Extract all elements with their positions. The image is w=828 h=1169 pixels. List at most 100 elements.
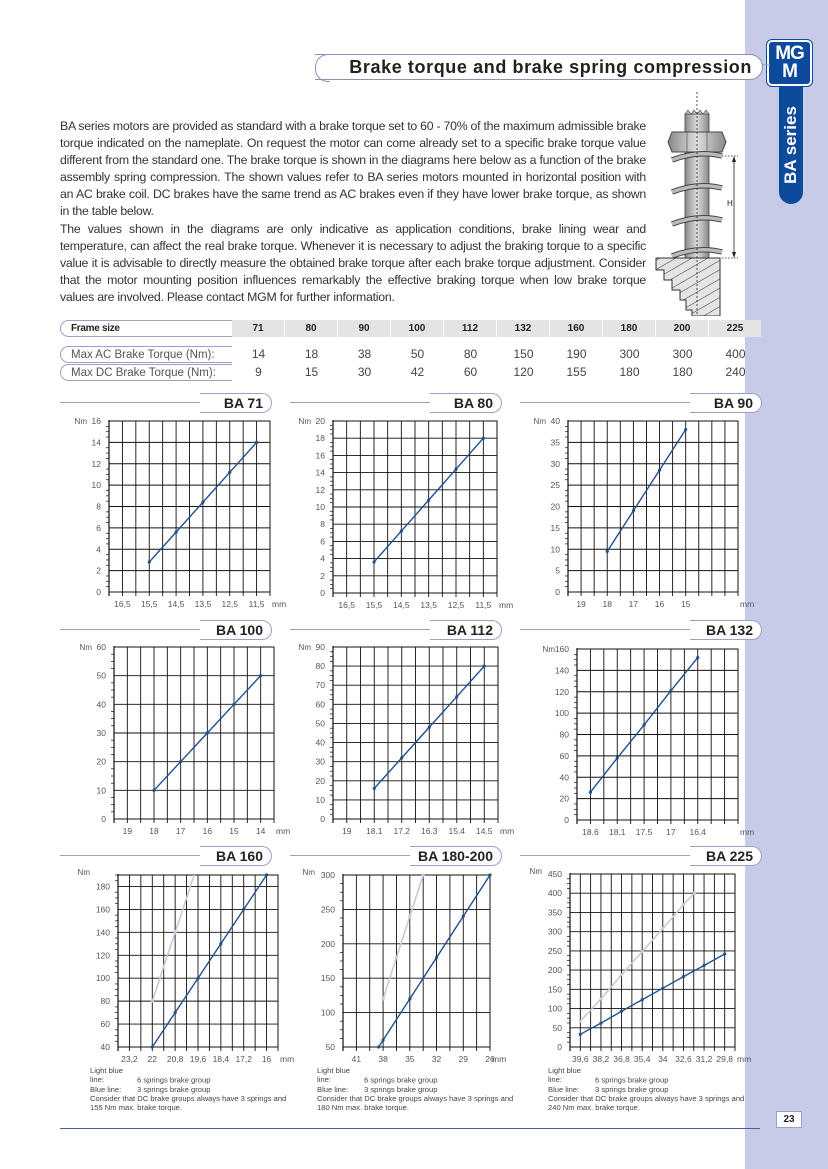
y-tick-label: 100 (321, 1008, 335, 1018)
y-tick-label: 10 (92, 480, 102, 490)
x-tick-label: 32 (432, 1054, 442, 1064)
value-cell: 60 (463, 365, 478, 379)
y-tick-label: 400 (548, 888, 562, 898)
data-point (381, 1038, 385, 1042)
y-tick-label: 60 (97, 642, 107, 652)
value-cell: 240 (725, 365, 746, 379)
chart-ba-160: 40 60 80 100 120 140 160 180 23,2 22 20,8 19,6 18,4 1… (78, 868, 295, 1064)
y-tick-label: 50 (316, 718, 326, 728)
y-tick-label: 200 (321, 939, 335, 949)
data-point (434, 955, 439, 960)
x-tick-label: 18 (602, 599, 612, 609)
y-axis-label: Nm (543, 645, 556, 654)
y-tick-label: 140 (555, 665, 569, 675)
x-tick-label: 13,5 (420, 600, 437, 610)
value-cell: 18 (304, 347, 319, 361)
y-tick-label: 0 (564, 815, 569, 825)
y-tick-label: 140 (96, 927, 110, 937)
panel-rule (290, 629, 440, 630)
intro-paragraph-1: BA series motors are provided as standar… (60, 119, 646, 219)
y-tick-label: 16 (92, 416, 102, 426)
data-point (150, 1045, 154, 1049)
note-text: 6 springs brake group (137, 1075, 211, 1085)
x-tick-label: 23,2 (121, 1054, 138, 1064)
value-cell: 15 (304, 365, 319, 379)
value-cell: 190 (566, 347, 587, 361)
data-point (174, 530, 178, 534)
page-title: Brake torque and brake spring compressio… (315, 54, 763, 82)
y-tick-label: 50 (326, 1042, 336, 1052)
data-point (421, 873, 425, 877)
y-tick-label: 14 (92, 437, 102, 447)
data-point (173, 1011, 177, 1015)
y-tick-label: 10 (316, 502, 326, 512)
x-tick-label: 16,5 (114, 599, 131, 609)
x-tick-label: 41 (352, 1054, 362, 1064)
data-point (259, 674, 263, 678)
y-tick-label: 12 (316, 485, 326, 495)
y-tick-label: 20 (316, 416, 326, 426)
data-point (408, 914, 412, 918)
y-tick-label: 250 (548, 946, 562, 956)
y-tick-label: 80 (101, 996, 111, 1006)
data-point (147, 560, 151, 564)
x-tick-label: 18.1 (366, 826, 383, 836)
data-point (205, 731, 209, 735)
x-tick-label: 17 (666, 827, 676, 837)
value-cell: 9 (255, 365, 262, 379)
y-tick-label: 10 (97, 785, 107, 795)
x-tick-label: 19,6 (190, 1054, 207, 1064)
x-tick-label: 38,2 (593, 1054, 610, 1064)
chart-title-ba112: BA 112 (430, 620, 502, 640)
frame-cell: 200 (656, 320, 708, 337)
panel-rule (290, 402, 440, 403)
y-tick-label: 50 (553, 1023, 563, 1033)
chart-notes-ba160: Light blue line: 6 springs brake group Bl… (90, 1066, 295, 1112)
x-tick-label: 18.6 (582, 827, 599, 837)
data-point (640, 998, 644, 1002)
data-point (232, 702, 236, 706)
mgm-logo: MG M (766, 39, 813, 87)
series-badge: BA series (779, 86, 803, 204)
chart-title-ba100: BA 100 (200, 620, 272, 640)
data-point (692, 891, 697, 895)
data-point (254, 440, 259, 444)
data-point (377, 1045, 381, 1049)
note-key: Blue line: (548, 1084, 580, 1094)
x-tick-label: 32,6 (675, 1054, 692, 1064)
note-key: Light blue line: (90, 1066, 123, 1085)
chart-title-ba225: BA 225 (690, 846, 762, 866)
x-tick-label: 17.2 (393, 826, 410, 836)
data-point (681, 903, 686, 907)
panel-rule (520, 402, 700, 403)
chart-title-ba160: BA 160 (200, 846, 272, 866)
x-tick-label: 15 (229, 826, 239, 836)
x-tick-label: 20,8 (167, 1054, 184, 1064)
note-text: 3 springs brake group (595, 1084, 669, 1094)
plot-frame (342, 874, 491, 1048)
chart-notes-ba225: Light blue line: 6 springs brake group Bl… (548, 1066, 753, 1112)
y-tick-label: 0 (320, 588, 325, 598)
note-text: 3 springs brake group (137, 1084, 211, 1094)
x-tick-label: 18,4 (213, 1054, 230, 1064)
frame-cell: 160 (550, 320, 602, 337)
y-tick-label: 30 (97, 728, 107, 738)
y-tick-label: 8 (320, 519, 325, 529)
value-cell: 50 (410, 347, 425, 361)
y-tick-label: 12 (92, 459, 102, 469)
y-tick-label: 300 (321, 870, 335, 880)
value-cell: 30 (357, 365, 372, 379)
x-unit-label: mm (500, 826, 514, 836)
y-tick-label: 2 (96, 566, 101, 576)
data-point (696, 655, 700, 660)
y-axis-label: Nm (303, 868, 316, 877)
y-tick-label: 200 (548, 965, 562, 975)
y-tick-label: 180 (96, 881, 110, 891)
row-label: Max AC Brake Torque (Nm): (60, 346, 232, 363)
y-axis-label: Nm (78, 868, 91, 877)
x-tick-label: 17 (176, 826, 186, 836)
chart-ba-100: 0 10 20 30 40 50 60 19 18 17 16 15 14 mm Nm (80, 642, 291, 836)
x-tick-label: 26 (485, 1054, 495, 1064)
x-unit-label: mm (740, 827, 754, 837)
